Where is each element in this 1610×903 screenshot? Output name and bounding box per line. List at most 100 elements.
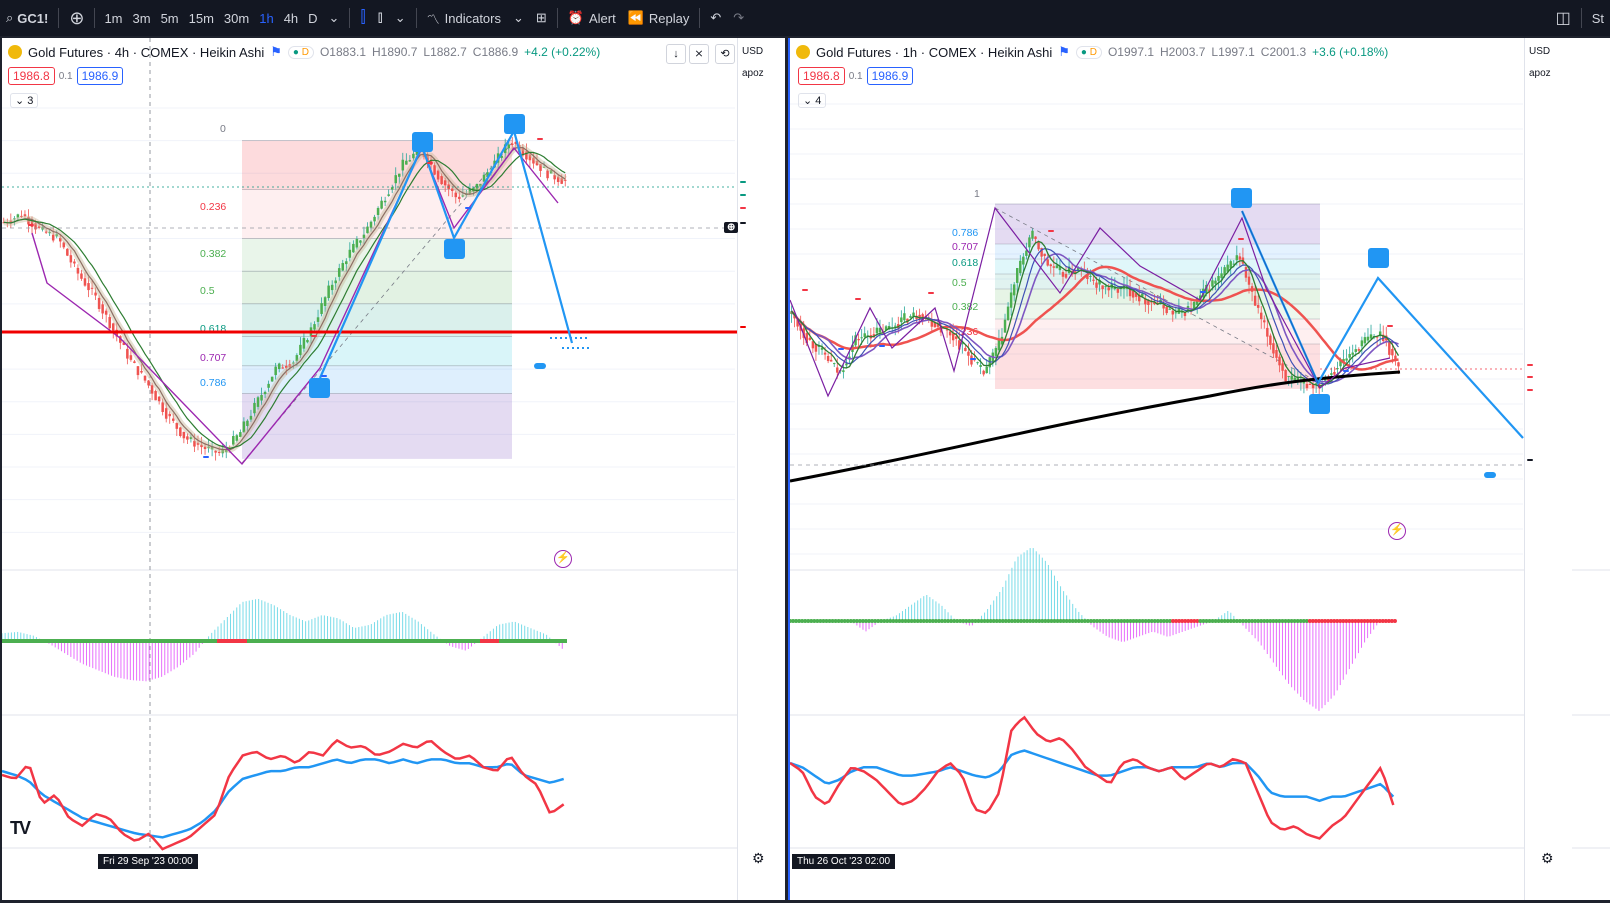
zero-cross-dot bbox=[988, 619, 993, 623]
ask-price-button[interactable]: 1986.9 bbox=[76, 67, 124, 85]
candle-body bbox=[1269, 335, 1272, 345]
sell-signal-tag bbox=[1238, 238, 1244, 240]
candle-body bbox=[16, 214, 20, 218]
user-menu[interactable]: St bbox=[1586, 0, 1610, 36]
candle-body bbox=[848, 356, 851, 359]
indicator-count: 4 bbox=[815, 95, 822, 107]
candle-body bbox=[196, 442, 200, 445]
zero-cross-dot bbox=[1253, 619, 1258, 623]
templates-dropdown[interactable]: ⌄ bbox=[507, 0, 530, 36]
chart-pane-right[interactable]: 1 0.786 0.707 0.618 0.5 0.382 0.236 Gold Futur… bbox=[788, 38, 1610, 900]
indicator-toggle[interactable]: ⌄ 4 bbox=[798, 93, 827, 108]
divider bbox=[699, 8, 701, 28]
candle-body bbox=[1043, 253, 1046, 256]
candle-body bbox=[1174, 312, 1178, 314]
candle-body bbox=[1354, 349, 1357, 352]
zero-cross-dot bbox=[909, 619, 914, 623]
price-scale-right[interactable]: USD apoz bbox=[1524, 38, 1572, 900]
flag-icon[interactable]: ⚑ bbox=[270, 44, 282, 59]
candle-body bbox=[1101, 285, 1104, 290]
candle-body bbox=[918, 314, 921, 319]
candle-body bbox=[1003, 319, 1007, 333]
candle-body bbox=[930, 319, 934, 327]
candle-body bbox=[285, 365, 288, 368]
layouts-button[interactable]: ⊞ bbox=[530, 0, 553, 36]
bid-price-button[interactable]: 1986.8 bbox=[798, 67, 845, 85]
candle-body bbox=[1351, 352, 1354, 355]
zero-cross-dot bbox=[936, 619, 941, 623]
chart-pane-left[interactable]: 0 0.236 0.382 0.5 0.618 0.707 0.786 Gold Futur… bbox=[2, 38, 785, 900]
indicators-button[interactable]: 〽 Indicators bbox=[421, 0, 507, 36]
interval-30m[interactable]: 30m bbox=[223, 10, 250, 26]
interval-d[interactable]: D bbox=[308, 10, 318, 26]
scale-mode-label[interactable]: apoz bbox=[742, 68, 764, 79]
buy-signal-tag bbox=[465, 207, 471, 209]
zero-cross-dot bbox=[1067, 619, 1072, 623]
candle-body bbox=[823, 352, 827, 355]
candle-body bbox=[66, 248, 69, 256]
redo-button[interactable]: ↷ bbox=[727, 0, 750, 36]
candle-body bbox=[549, 170, 553, 174]
chart-type-button[interactable]: ⫿ bbox=[354, 0, 371, 36]
candle-body bbox=[55, 234, 58, 237]
compare-button[interactable]: ⊕ bbox=[63, 0, 90, 36]
candle-body bbox=[808, 337, 812, 340]
candle-body bbox=[217, 452, 221, 454]
alert-button[interactable]: ⏰ Alert bbox=[562, 0, 622, 36]
zero-cross-dot bbox=[1119, 619, 1124, 623]
indicator-count: 3 bbox=[27, 95, 34, 107]
currency-label[interactable]: USD bbox=[1529, 46, 1551, 57]
candle-body bbox=[982, 370, 985, 375]
zero-cross-dot bbox=[1262, 619, 1267, 623]
zero-cross-dot bbox=[1347, 619, 1352, 623]
candle-body bbox=[401, 159, 405, 171]
close-pane-button[interactable]: ⨯ bbox=[689, 44, 709, 64]
candle-body bbox=[433, 165, 436, 175]
candle-body bbox=[27, 216, 30, 225]
zero-cross-dot bbox=[1088, 619, 1093, 623]
zero-cross-dot bbox=[1277, 619, 1282, 623]
bar-type-button[interactable]: ⫾ bbox=[372, 0, 389, 36]
zero-cross-dot bbox=[1265, 619, 1270, 623]
flag-icon[interactable]: ⚑ bbox=[1058, 44, 1070, 59]
maximize-pane-button[interactable]: ⟲ bbox=[715, 44, 735, 64]
layout-toggle-button[interactable]: ◫ bbox=[1550, 0, 1577, 36]
interval-1h[interactable]: 1h bbox=[259, 10, 274, 26]
fib-level-label: 0.786 bbox=[952, 227, 978, 239]
price-scale-left[interactable]: USD apoz bbox=[737, 38, 785, 900]
interval-4h[interactable]: 4h bbox=[283, 10, 299, 26]
undo-button[interactable]: ↶ bbox=[704, 0, 727, 36]
ask-price-button[interactable]: 1986.9 bbox=[866, 67, 914, 85]
interval-15m[interactable]: 15m bbox=[188, 10, 214, 26]
candle-body bbox=[1012, 284, 1016, 296]
interval-dropdown[interactable]: ⌄ bbox=[323, 0, 346, 36]
candle-body bbox=[108, 317, 111, 329]
candle-body bbox=[1235, 255, 1239, 261]
interval-3m[interactable]: 3m bbox=[132, 10, 151, 26]
candle-body bbox=[1162, 305, 1165, 309]
candle-body bbox=[546, 170, 549, 179]
zero-cross-dot bbox=[1085, 619, 1090, 623]
move-down-button[interactable]: ↓ bbox=[666, 44, 686, 64]
scale-mode-label[interactable]: apoz bbox=[1529, 68, 1551, 79]
candle-body bbox=[260, 394, 263, 401]
candle-body bbox=[967, 351, 970, 356]
candle-body bbox=[820, 347, 824, 350]
candle-body bbox=[1330, 373, 1333, 375]
bid-price-button[interactable]: 1986.8 bbox=[8, 67, 55, 85]
candle-body bbox=[193, 440, 196, 447]
symbol-search[interactable]: ⌕ GC1! bbox=[0, 0, 54, 36]
chart-type-dropdown[interactable]: ⌄ bbox=[389, 0, 412, 36]
currency-label[interactable]: USD bbox=[742, 46, 764, 57]
interval-5m[interactable]: 5m bbox=[160, 10, 179, 26]
candle-body bbox=[122, 342, 126, 345]
candle-body bbox=[111, 323, 115, 331]
settings-gear-icon[interactable]: ⚙ bbox=[1541, 850, 1554, 866]
indicator-toggle[interactable]: ⌄ 3 bbox=[10, 93, 39, 108]
interval-1m[interactable]: 1m bbox=[104, 10, 123, 26]
settings-gear-icon[interactable]: ⚙ bbox=[752, 850, 765, 866]
replay-button[interactable]: ⏪ Replay bbox=[622, 0, 696, 36]
zero-cross-dot bbox=[1295, 619, 1300, 623]
